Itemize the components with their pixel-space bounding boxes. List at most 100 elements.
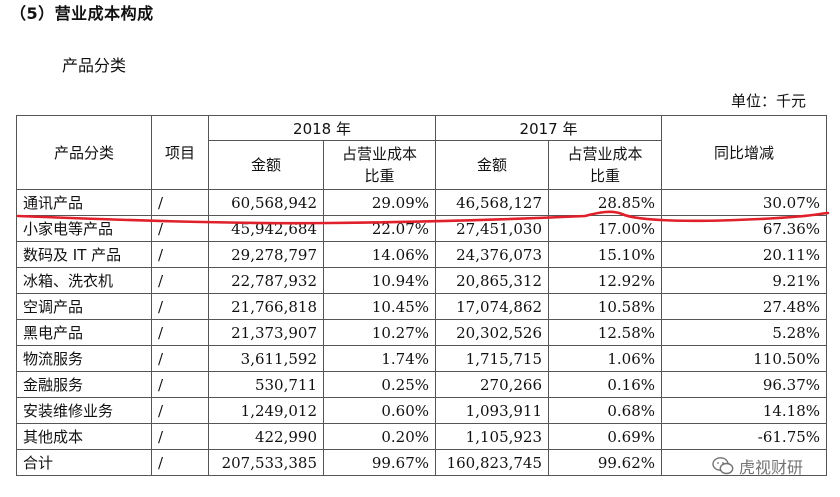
cell-amount-2017: 270,266 [435, 371, 550, 398]
cell-amount-2018: 207,533,385 [208, 449, 324, 476]
header-item: 项目 [151, 115, 209, 190]
header-share-2017: 占营业成本 比重 [548, 140, 663, 190]
cell-share-2017: 0.69% [548, 423, 663, 450]
cell-category: 冰箱、洗衣机 [16, 267, 152, 294]
header-share-line1: 占营业成本 [342, 145, 418, 163]
cell-category: 数码及 IT 产品 [16, 241, 152, 268]
cell-category: 空调产品 [16, 293, 152, 320]
cell-yoy [661, 449, 828, 476]
cell-share-2018: 22.07% [322, 215, 437, 242]
cell-share-2018: 0.25% [322, 371, 437, 398]
cell-category: 安装维修业务 [16, 397, 152, 424]
cell-amount-2017: 17,074,862 [435, 293, 550, 320]
cell-amount-2018: 29,278,797 [208, 241, 324, 268]
header-yoy: 同比增减 [661, 115, 828, 190]
table-row: 冰箱、洗衣机/22,787,932 10.94% 20,865,312 12.92% 9… [16, 267, 828, 294]
cell-share-2018: 1.74% [322, 345, 437, 372]
header-amount-2018: 金额 [208, 140, 324, 190]
cell-yoy: 96.37% [661, 371, 828, 398]
header-share-line1: 占营业成本 [567, 145, 643, 163]
cell-share-2017: 12.58% [548, 319, 663, 346]
cell-category: 金融服务 [16, 371, 152, 398]
cell-amount-2017: 1,715,715 [435, 345, 550, 372]
cell-share-2017: 17.00% [548, 215, 663, 242]
cell-item: / [151, 267, 209, 294]
cell-item: / [151, 345, 209, 372]
cell-item: / [151, 241, 209, 268]
cell-amount-2018: 530,711 [208, 371, 324, 398]
cell-share-2018: 10.27% [322, 319, 437, 346]
cell-share-2017: 0.16% [548, 371, 663, 398]
header-amount-2017: 金额 [435, 140, 550, 190]
cell-yoy: 30.07% [661, 189, 828, 216]
cell-yoy: 20.11% [661, 241, 828, 268]
cell-category: 其他成本 [16, 423, 152, 450]
cell-amount-2017: 160,823,745 [435, 449, 550, 476]
cell-amount-2017: 27,451,030 [435, 215, 550, 242]
cell-share-2018: 14.06% [322, 241, 437, 268]
cell-amount-2017: 46,568,127 [435, 189, 550, 216]
table-row: 金融服务/530,711 0.25% 270,266 0.16% 96.37% [16, 371, 828, 398]
header-share-2018: 占营业成本 比重 [322, 140, 437, 190]
cell-share-2018: 10.45% [322, 293, 437, 320]
cell-category: 物流服务 [16, 345, 152, 372]
cell-amount-2018: 21,373,907 [208, 319, 324, 346]
cell-share-2017: 15.10% [548, 241, 663, 268]
header-year-2017: 2017 年 [435, 115, 663, 141]
header-year-2018: 2018 年 [207, 115, 437, 141]
unit-label: 单位：千元 [730, 92, 806, 110]
section-title: （5）营业成本构成 [10, 4, 154, 23]
cell-share-2017: 28.85% [548, 189, 663, 216]
cell-amount-2018: 422,990 [208, 423, 324, 450]
cell-item: / [151, 371, 209, 398]
cell-yoy: -61.75% [661, 423, 828, 450]
cell-amount-2018: 22,787,932 [208, 267, 324, 294]
table-row-total: 合计/207,533,385 99.67% 160,823,745 99.62% [16, 449, 828, 476]
cell-share-2018: 29.09% [322, 189, 437, 216]
header-share-line2: 比重 [590, 167, 621, 185]
cell-share-2017: 99.62% [548, 449, 663, 476]
cost-composition-table: 产品分类 项目 2018 年 2017 年 同比增减 金额 占营业成本 比重 金额… [16, 115, 828, 476]
cell-yoy: 9.21% [661, 267, 828, 294]
table-row: 安装维修业务/1,249,012 0.60% 1,093,911 0.68% 14.18… [16, 397, 828, 424]
wechat-icon [712, 457, 734, 475]
cell-amount-2018: 1,249,012 [208, 397, 324, 424]
cell-share-2017: 0.68% [548, 397, 663, 424]
cell-yoy: 14.18% [661, 397, 828, 424]
cell-share-2018: 0.60% [322, 397, 437, 424]
cell-share-2018: 0.20% [322, 423, 437, 450]
cell-amount-2017: 1,093,911 [435, 397, 550, 424]
table-row: 黑电产品/21,373,907 10.27% 20,302,526 12.58% 5.2… [16, 319, 828, 346]
table-subtitle: 产品分类 [62, 56, 127, 75]
table-row: 通讯产品/60,568,942 29.09% 46,568,127 28.85% 30.… [16, 189, 828, 216]
cell-share-2017: 10.58% [548, 293, 663, 320]
table-row: 物流服务/3,611,592 1.74% 1,715,715 1.06% 110.50% [16, 345, 828, 372]
cell-yoy: 27.48% [661, 293, 828, 320]
cell-item: / [151, 423, 209, 450]
watermark: 虎视财研 [712, 452, 832, 480]
cell-category: 通讯产品 [16, 189, 152, 216]
table-row: 小家电等产品/45,942,684 22.07% 27,451,030 17.00% 6… [16, 215, 828, 242]
cell-item: / [151, 293, 209, 320]
cell-yoy: 110.50% [661, 345, 828, 372]
cell-yoy: 5.28% [661, 319, 828, 346]
cell-share-2017: 12.92% [548, 267, 663, 294]
cell-amount-2018: 45,942,684 [208, 215, 324, 242]
cell-yoy: 67.36% [661, 215, 828, 242]
cell-amount-2018: 60,568,942 [208, 189, 324, 216]
cell-amount-2018: 21,766,818 [208, 293, 324, 320]
cell-item: / [151, 189, 209, 216]
cell-item: / [151, 397, 209, 424]
cell-amount-2017: 20,302,526 [435, 319, 550, 346]
table-row: 其他成本/422,990 0.20% 1,105,923 0.69% -61.75% [16, 423, 828, 450]
cell-category: 黑电产品 [16, 319, 152, 346]
cell-category: 合计 [16, 449, 152, 476]
cell-amount-2018: 3,611,592 [208, 345, 324, 372]
cell-item: / [151, 319, 209, 346]
cell-amount-2017: 1,105,923 [435, 423, 550, 450]
cell-share-2018: 99.67% [322, 449, 437, 476]
cell-category: 小家电等产品 [16, 215, 152, 242]
cell-item: / [151, 215, 209, 242]
watermark-text: 虎视财研 [739, 458, 804, 477]
table-row: 数码及 IT 产品/29,278,797 14.06% 24,376,073 15.1… [16, 241, 828, 268]
